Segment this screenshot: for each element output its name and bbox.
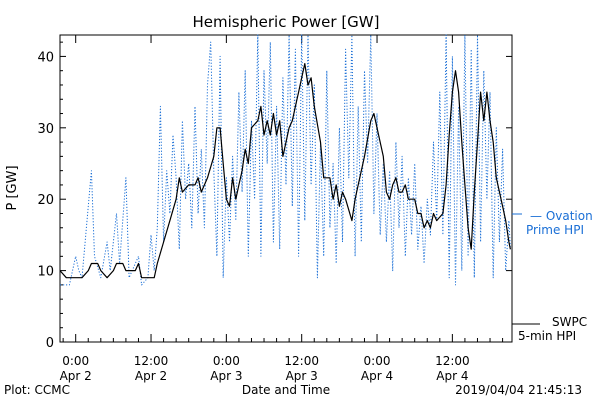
chart-title: Hemispheric Power [GW] <box>193 13 380 31</box>
plot-frame <box>59 34 513 343</box>
x-tick-label-date: Apr 2 <box>135 369 167 383</box>
x-tick-label-date: Apr 2 <box>60 369 92 383</box>
legend-ovation-line2: Prime HPI <box>526 223 584 237</box>
x-tick-label-time: 0:00 <box>213 354 240 368</box>
y-tick-label: 30 <box>37 122 54 137</box>
y-tick-label: 40 <box>37 50 54 65</box>
legend-swpc-line2: 5-min HPI <box>518 329 576 343</box>
x-tick-label-time: 0:00 <box>62 354 89 368</box>
y-tick-label: 20 <box>37 193 54 208</box>
series-group <box>59 34 511 286</box>
x-tick-label-time: 12:00 <box>284 354 319 368</box>
swpc-hpi-series-line <box>59 63 511 279</box>
x-tick-label-time: 0:00 <box>364 354 391 368</box>
x-axis-label: Date and Time <box>242 383 330 397</box>
y-axis-label: P [GW] <box>5 165 20 210</box>
y-tick-label: 10 <box>37 265 54 280</box>
legend-ovation-line1: — Ovation <box>530 209 593 223</box>
x-tick-label-date: Apr 4 <box>361 369 393 383</box>
legend-swpc-line1: SWPC <box>552 315 587 329</box>
plot-credit: Plot: CCMC <box>4 383 70 397</box>
x-tick-label-date: Apr 3 <box>286 369 318 383</box>
x-tick-label-time: 12:00 <box>134 354 169 368</box>
ovation-prime-series-line <box>60 34 511 286</box>
y-axis-ticks: 0 10 20 30 40 <box>37 41 512 351</box>
x-tick-label-time: 12:00 <box>435 354 470 368</box>
x-tick-label-date: Apr 4 <box>436 369 468 383</box>
y-tick-label: 0 <box>46 336 54 351</box>
x-tick-label-date: Apr 3 <box>210 369 242 383</box>
plot-timestamp: 2019/04/04 21:45:13 <box>455 383 582 397</box>
